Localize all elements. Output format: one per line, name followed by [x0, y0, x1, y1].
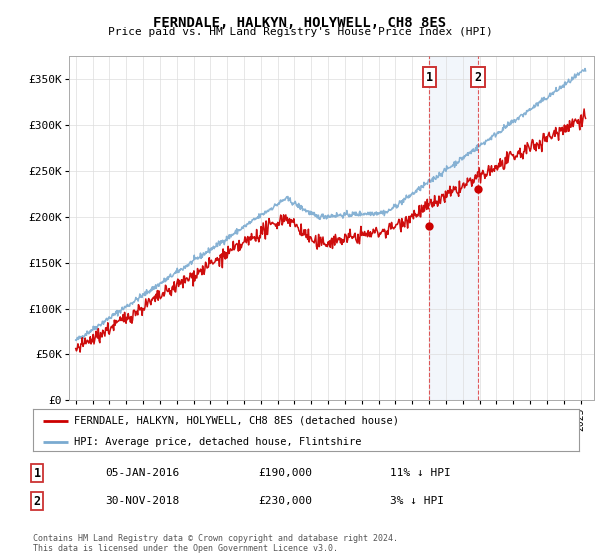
Text: 1: 1	[426, 71, 433, 83]
Text: Price paid vs. HM Land Registry's House Price Index (HPI): Price paid vs. HM Land Registry's House …	[107, 27, 493, 37]
Text: £230,000: £230,000	[258, 496, 312, 506]
Text: £190,000: £190,000	[258, 468, 312, 478]
Text: 1: 1	[34, 466, 41, 480]
Text: FERNDALE, HALKYN, HOLYWELL, CH8 8ES: FERNDALE, HALKYN, HOLYWELL, CH8 8ES	[154, 16, 446, 30]
Text: Contains HM Land Registry data © Crown copyright and database right 2024.
This d: Contains HM Land Registry data © Crown c…	[33, 534, 398, 553]
Text: FERNDALE, HALKYN, HOLYWELL, CH8 8ES (detached house): FERNDALE, HALKYN, HOLYWELL, CH8 8ES (det…	[74, 416, 399, 426]
Text: 05-JAN-2016: 05-JAN-2016	[105, 468, 179, 478]
Text: 11% ↓ HPI: 11% ↓ HPI	[390, 468, 451, 478]
Text: 2: 2	[34, 494, 41, 508]
Text: 2: 2	[475, 71, 482, 83]
Text: 3% ↓ HPI: 3% ↓ HPI	[390, 496, 444, 506]
Bar	[430, 56, 478, 400]
Text: HPI: Average price, detached house, Flintshire: HPI: Average price, detached house, Flin…	[74, 437, 361, 446]
Text: 30-NOV-2018: 30-NOV-2018	[105, 496, 179, 506]
